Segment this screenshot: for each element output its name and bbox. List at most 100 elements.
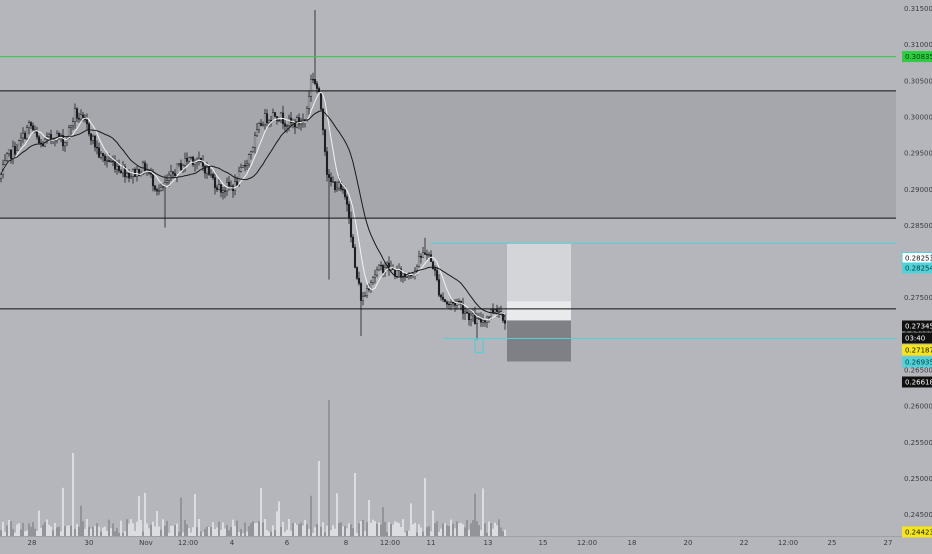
volume-bar	[326, 525, 328, 536]
candle	[7, 149, 11, 157]
candle	[177, 163, 181, 168]
candle	[13, 141, 17, 158]
volume-bar	[142, 531, 144, 536]
candle	[119, 169, 123, 174]
volume-bar	[66, 525, 68, 536]
volume-bar	[90, 528, 92, 536]
volume-bar	[384, 521, 386, 536]
volume-bar	[490, 522, 492, 536]
volume-bar	[354, 473, 356, 536]
candle	[423, 237, 427, 256]
candle	[191, 155, 195, 167]
candle	[149, 167, 153, 178]
candle	[405, 275, 409, 278]
candle	[325, 147, 329, 182]
candle	[163, 175, 167, 228]
volume-bar	[92, 527, 94, 536]
candle	[431, 261, 435, 270]
candle	[353, 244, 357, 269]
time-tick-label: Nov	[139, 539, 153, 547]
candle	[267, 119, 271, 128]
volume-bar	[0, 530, 2, 536]
candle	[439, 293, 443, 301]
candle	[465, 309, 469, 314]
volume-bar	[38, 510, 40, 536]
candle	[123, 163, 127, 183]
volume-bar	[280, 526, 282, 536]
candle	[319, 91, 323, 112]
volume-bar	[120, 520, 122, 536]
volume-bar	[28, 523, 30, 536]
volume-bar	[418, 524, 420, 536]
candle	[443, 299, 447, 303]
volume-bar	[100, 531, 102, 536]
volume-bar	[246, 531, 248, 536]
candle	[277, 117, 281, 122]
price-tick-label: 0.24500	[904, 511, 932, 519]
volume-bar	[16, 524, 18, 536]
volume-bar	[190, 532, 192, 536]
volume-bar	[434, 523, 436, 536]
volume-bar	[30, 526, 32, 536]
candle	[179, 159, 183, 171]
volume-bar	[458, 523, 460, 536]
candle	[283, 120, 287, 133]
volume-bar	[390, 523, 392, 536]
candle	[79, 109, 83, 123]
volume-bar	[230, 527, 232, 536]
time-tick-label: 8	[344, 539, 348, 547]
volume-bar	[368, 499, 370, 536]
volume-bar	[84, 528, 86, 536]
candle	[93, 134, 97, 152]
candle	[111, 155, 115, 166]
price-tick-label: 0.31000	[904, 41, 932, 49]
candle	[183, 152, 187, 172]
time-tick-label: 22	[740, 539, 749, 547]
time-axis[interactable]: 28 30 Nov 12:00 4 6 8 12:00 11 13 15 12:00 18 20 22 12:…	[0, 536, 932, 548]
volume-bar	[164, 525, 166, 536]
volume-bar	[380, 524, 382, 536]
candle	[251, 146, 255, 153]
candle	[445, 300, 449, 309]
volume-bar	[256, 522, 258, 536]
volume-bar	[496, 525, 498, 536]
volume-bar	[238, 532, 240, 536]
position-tool[interactable]	[507, 243, 571, 362]
volume-bar	[46, 519, 48, 536]
loss-zone[interactable]	[507, 320, 571, 362]
volume-bar	[420, 527, 422, 536]
volume-bar	[64, 526, 66, 536]
price-badges: 0.30835 0.28253 0.28254 0.27345 03:40 0.27187…	[901, 51, 932, 538]
volume-bar	[222, 522, 224, 536]
candle	[239, 163, 243, 173]
entry-badge: 0.27187	[902, 344, 932, 356]
candle	[447, 301, 451, 310]
volume-bar	[42, 524, 44, 536]
volume-bar	[416, 532, 418, 536]
candle	[155, 187, 159, 196]
horizontal-lines-layer[interactable]	[0, 56, 896, 354]
volume-bar	[108, 519, 110, 536]
candle	[329, 172, 333, 187]
volume-bar	[342, 526, 344, 536]
candle	[185, 152, 189, 166]
candle	[113, 155, 117, 173]
volume-bar	[284, 532, 286, 536]
volume-bar	[448, 525, 450, 536]
candle	[371, 275, 375, 285]
volume-bar	[352, 528, 354, 536]
volume-bar	[40, 527, 42, 536]
volume-bar	[350, 524, 352, 536]
volume-bar	[370, 522, 372, 536]
candle	[17, 139, 21, 151]
candle	[85, 113, 89, 131]
volume-bar	[436, 521, 438, 536]
candle	[221, 186, 225, 200]
candle	[255, 122, 259, 137]
volume-bar	[488, 521, 490, 536]
candle	[73, 103, 77, 129]
candle	[441, 292, 445, 303]
